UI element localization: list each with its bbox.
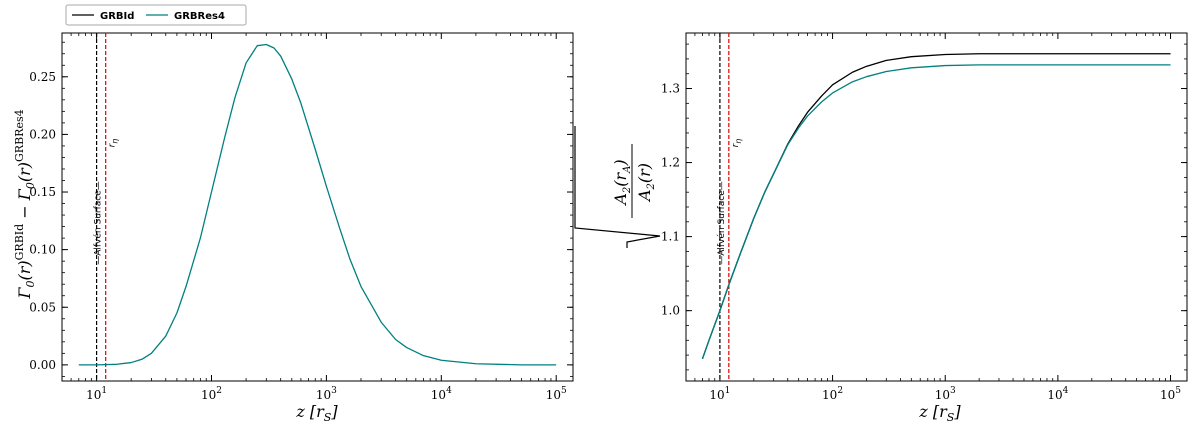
left-x-axis-label: z [rS] bbox=[295, 402, 338, 424]
left-y-tick-label: 0.00 bbox=[29, 358, 56, 372]
svg-text:A2(r): A2(r) bbox=[635, 163, 657, 203]
right-series-grbres4 bbox=[701, 64, 1171, 360]
legend: GRBId GRBRes4 bbox=[65, 4, 247, 26]
right-y-tick-label: 1.1 bbox=[661, 230, 680, 244]
right-alfven-surface-label: —Alfvén Surface— bbox=[716, 181, 727, 265]
svg-text:A2(rA): A2(rA) bbox=[611, 159, 633, 206]
right-y-axis-label: A2(rA) A2(r) bbox=[574, 126, 661, 248]
right-r-eta-label: rη bbox=[731, 139, 743, 148]
left-x-tick-label: 103 bbox=[316, 386, 337, 402]
left-axes-frame bbox=[61, 32, 574, 382]
legend-label-grbres4: GRBRes4 bbox=[174, 11, 225, 22]
left-x-tick-label: 101 bbox=[86, 386, 107, 402]
left-y-tick-label: 0.20 bbox=[29, 127, 56, 141]
legend-label-grbid: GRBId bbox=[100, 11, 134, 22]
right-y-tick-label: 1.3 bbox=[661, 82, 680, 96]
right-panel: A2(rA) A2(r) z [rS] 101 102 103 104 105 1.0 1.… bbox=[574, 32, 1188, 424]
right-x-tick-label: 104 bbox=[1047, 386, 1068, 402]
right-y-tick-label: 1.2 bbox=[661, 156, 680, 170]
left-y-tick-label: 0.25 bbox=[29, 70, 56, 84]
left-x-tick-label: 104 bbox=[431, 386, 452, 402]
left-r-eta-label: rη bbox=[108, 139, 120, 148]
right-y-tick-label: 1.0 bbox=[661, 304, 680, 318]
left-series-grbres4 bbox=[78, 43, 557, 366]
left-y-axis-label: Γ0(r)GRBId − Γ0(r)GRBRes4 bbox=[13, 109, 37, 299]
left-x-tick-label: 102 bbox=[201, 386, 222, 402]
left-y-tick-label: 0.10 bbox=[29, 243, 56, 257]
left-x-tick-label: 105 bbox=[546, 386, 567, 402]
right-x-tick-label: 105 bbox=[1160, 386, 1181, 402]
right-x-axis-label: z [rS] bbox=[918, 402, 961, 424]
right-x-tick-label: 102 bbox=[822, 386, 843, 402]
left-panel: Γ0(r)GRBId − Γ0(r)GRBRes4 z [rS] 101 102 1… bbox=[13, 32, 574, 424]
left-alfven-surface-label: —Alfvén Surface— bbox=[93, 181, 104, 265]
right-x-tick-label: 103 bbox=[935, 386, 956, 402]
left-y-tick-label: 0.05 bbox=[29, 300, 56, 314]
left-y-tick-label: 0.15 bbox=[29, 185, 56, 199]
right-series-grbid bbox=[701, 53, 1171, 360]
right-axes-frame bbox=[685, 32, 1188, 382]
right-x-tick-label: 101 bbox=[709, 386, 730, 402]
